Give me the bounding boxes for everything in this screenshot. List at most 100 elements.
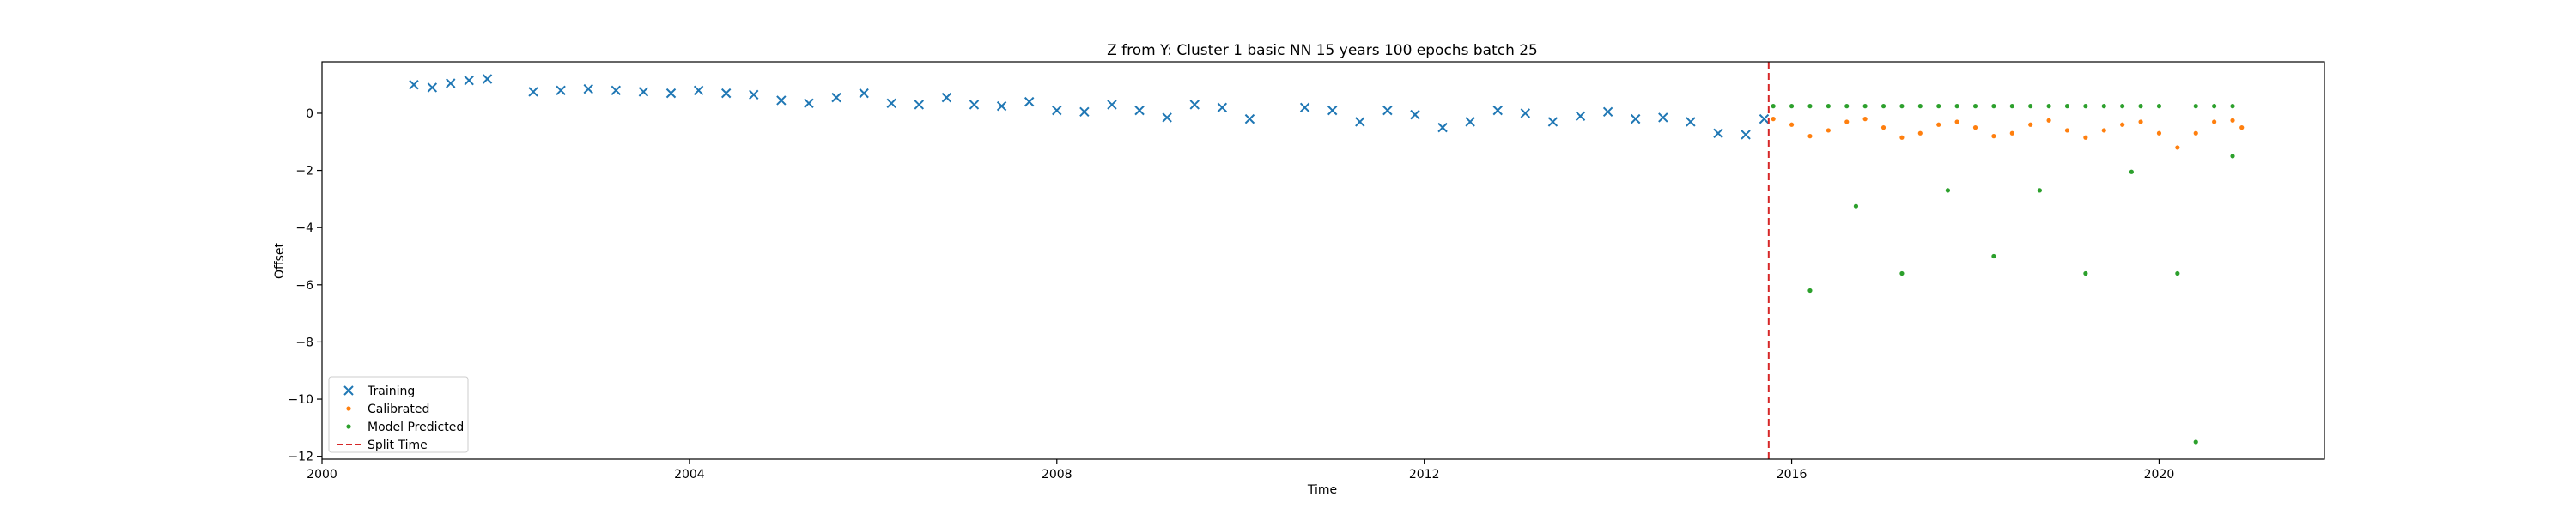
training-point [1575, 111, 1586, 121]
calibrated-point [1807, 134, 1813, 139]
training-point [1107, 100, 1117, 110]
training-point [1759, 113, 1770, 124]
y-tick-label: −12 [288, 451, 313, 464]
x-axis-label: Time [1307, 483, 1337, 497]
x-tick-label: 2020 [2144, 468, 2175, 482]
predicted-point [2037, 188, 2042, 193]
training-point [446, 78, 456, 88]
calibrated-point [2028, 122, 2033, 127]
predicted-point [2230, 104, 2235, 109]
calibrated-point [1826, 128, 1831, 133]
training-point [1079, 106, 1090, 117]
predicted-point [1936, 104, 1941, 109]
calibrated-point [1862, 117, 1868, 122]
y-tick-label: −4 [295, 221, 313, 235]
y-tick-label: 0 [306, 107, 313, 121]
training-point [1741, 130, 1751, 140]
training-point [996, 100, 1007, 112]
calibrated-point [1972, 125, 1978, 130]
calibrated-point [1789, 122, 1795, 127]
legend-label: Calibrated [368, 403, 429, 416]
legend-label: Split Time [368, 439, 428, 452]
predicted-point [2046, 104, 2051, 109]
predicted-point [2175, 270, 2180, 276]
calibrated-point [2138, 119, 2143, 124]
calibrated-point [2083, 135, 2088, 140]
series-model-predicted [1771, 104, 2235, 445]
plot-frame [321, 61, 2325, 460]
predicted-point [1917, 104, 1923, 109]
predicted-point [2138, 104, 2143, 109]
training-point [693, 85, 704, 96]
predicted-point [1807, 288, 1813, 294]
calibrated-point [2009, 130, 2014, 136]
predicted-point [2212, 104, 2217, 109]
plot-area [409, 62, 2245, 459]
legend-marker-training [343, 385, 354, 396]
predicted-point [1771, 104, 1776, 109]
predicted-point [2101, 104, 2106, 109]
training-point [665, 88, 677, 99]
training-point [1024, 96, 1035, 107]
training-point [1437, 122, 1448, 133]
training-point [1713, 128, 1723, 138]
training-point [409, 79, 419, 90]
calibrated-point [2156, 130, 2162, 136]
training-point [804, 98, 814, 109]
predicted-point [1991, 104, 1996, 109]
calibrated-point [2064, 128, 2070, 133]
predicted-point [2230, 154, 2235, 159]
training-point [1162, 112, 1172, 123]
predicted-point [1880, 104, 1886, 109]
predicted-point [1862, 104, 1868, 109]
legend-label: Model Predicted [368, 421, 464, 434]
predicted-point [2064, 104, 2070, 109]
training-point [1299, 102, 1310, 113]
calibrated-point [2175, 145, 2180, 150]
training-point [638, 87, 649, 97]
calibrated-point [1917, 130, 1923, 136]
legend-box [328, 376, 469, 453]
predicted-point [2009, 104, 2014, 109]
training-point [749, 89, 759, 100]
x-tick-label: 2008 [1042, 468, 1072, 482]
training-point [583, 83, 593, 94]
calibrated-point [1899, 135, 1905, 140]
predicted-point [1807, 104, 1813, 109]
predicted-point [1826, 104, 1831, 109]
training-point [776, 95, 787, 106]
calibrated-point [1880, 125, 1886, 130]
predicted-point [2129, 169, 2134, 174]
series-calibrated [1771, 117, 2245, 150]
training-point [427, 82, 438, 93]
predicted-point [1853, 203, 1859, 209]
calibrated-point [2212, 119, 2217, 124]
x-tick-label: 2000 [307, 468, 337, 482]
y-tick-label: −2 [295, 165, 313, 179]
training-point [1658, 112, 1668, 123]
predicted-point [2193, 439, 2198, 445]
training-point [1327, 105, 1338, 116]
training-point [720, 88, 732, 99]
predicted-point [2120, 104, 2125, 109]
legend-marker-predicted [346, 424, 351, 429]
training-point [831, 92, 841, 103]
chart-title: Z from Y: Cluster 1 basic NN 15 years 10… [1107, 42, 1538, 59]
series-training [409, 74, 1770, 140]
training-point [1052, 105, 1062, 116]
training-point [1355, 117, 1365, 127]
training-point [1492, 105, 1503, 116]
predicted-point [1844, 104, 1850, 109]
y-axis: 0 −2 −4 −6 −8 −10 −12 [288, 107, 322, 464]
calibrated-point [1844, 119, 1850, 124]
training-point [1602, 106, 1613, 117]
x-tick-label: 2004 [674, 468, 705, 482]
legend: Training Calibrated Model Predicted Split T… [328, 376, 469, 453]
training-point [886, 98, 896, 109]
training-point [611, 85, 622, 96]
y-axis-label: Offset [273, 242, 287, 279]
legend-marker-calibrated [346, 406, 351, 411]
training-point [1686, 117, 1696, 127]
predicted-point [2156, 104, 2162, 109]
